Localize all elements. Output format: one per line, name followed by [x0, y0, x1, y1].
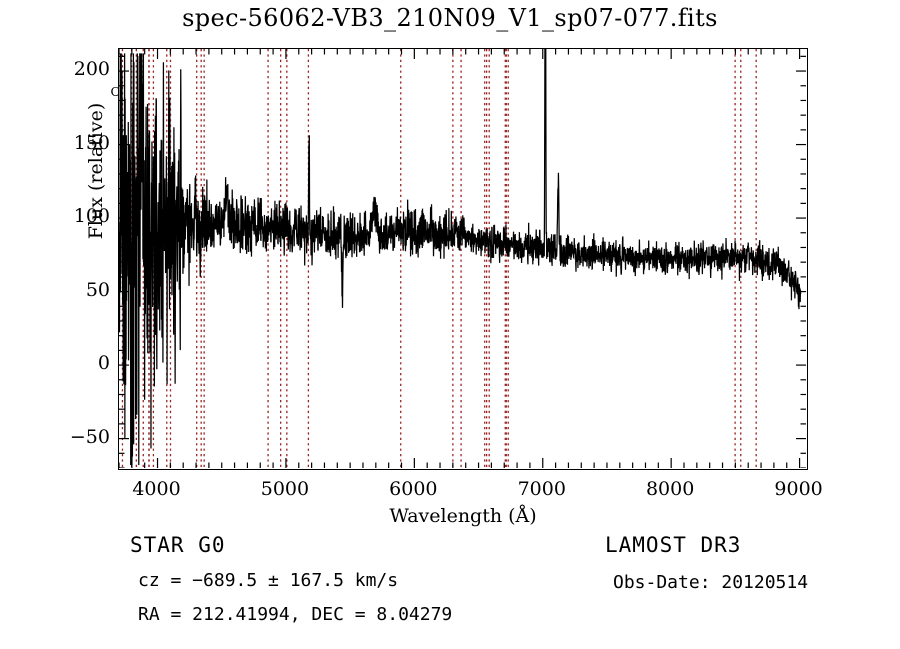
spectrum-trace — [119, 49, 802, 466]
y-tick-label: 0 — [97, 352, 110, 375]
object-type: STAR G0 — [130, 533, 226, 557]
x-tick-label: 4000 — [132, 478, 181, 500]
plot-area — [118, 48, 808, 470]
x-tick-label: 6000 — [389, 478, 438, 500]
x-tick-label: 9000 — [774, 478, 823, 500]
x-tick-label: 7000 — [517, 478, 566, 500]
survey-name: LAMOST DR3 — [605, 533, 742, 557]
obs-date: Obs-Date: 20120514 — [613, 572, 809, 593]
spectrum-canvas — [119, 49, 806, 468]
x-tick-label: 5000 — [260, 478, 310, 500]
y-tick-label: 100 — [73, 205, 110, 228]
coordinates: RA = 212.41994, DEC = 8.04279 — [138, 604, 453, 625]
redshift-velocity: cz = −689.5 ± 167.5 km/s — [138, 570, 399, 591]
page-title: spec-56062-VB3_210N09_V1_sp07-077.fits — [182, 4, 718, 32]
y-axis-label: Flux (relative) — [85, 102, 107, 240]
y-tick-label: −50 — [69, 425, 110, 448]
y-tick-label: 200 — [73, 58, 110, 81]
x-axis-label: Wavelength (Å) — [389, 505, 537, 527]
y-tick-label: 150 — [73, 131, 110, 154]
y-tick-label: 50 — [85, 278, 110, 301]
x-tick-label: 8000 — [645, 478, 695, 500]
